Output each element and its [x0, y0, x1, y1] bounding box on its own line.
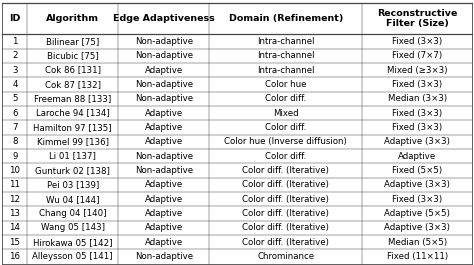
Text: Fixed (11×11): Fixed (11×11) [386, 252, 447, 261]
Text: Laroche 94 [134]: Laroche 94 [134] [36, 109, 109, 118]
Text: Chrominance: Chrominance [257, 252, 314, 261]
Text: Adaptive: Adaptive [145, 209, 183, 218]
Text: Color diff.: Color diff. [265, 152, 307, 161]
Text: Non-adaptive: Non-adaptive [135, 252, 193, 261]
Text: 9: 9 [12, 152, 18, 161]
Text: Pei 03 [139]: Pei 03 [139] [46, 180, 99, 189]
Text: Reconstructive
Filter (Size): Reconstructive Filter (Size) [377, 9, 457, 28]
Text: 16: 16 [9, 252, 20, 261]
Text: 13: 13 [9, 209, 20, 218]
Text: Fixed (3×3): Fixed (3×3) [392, 37, 442, 46]
Text: Hamilton 97 [135]: Hamilton 97 [135] [34, 123, 112, 132]
Text: Color diff.: Color diff. [265, 94, 307, 103]
Text: Kimmel 99 [136]: Kimmel 99 [136] [37, 137, 109, 146]
Text: Adaptive (3×3): Adaptive (3×3) [384, 180, 450, 189]
Text: Wu 04 [144]: Wu 04 [144] [46, 195, 100, 204]
Text: Bicubic [75]: Bicubic [75] [47, 51, 99, 60]
Text: 8: 8 [12, 137, 18, 146]
Text: 5: 5 [12, 94, 18, 103]
Text: Intra-channel: Intra-channel [257, 37, 315, 46]
Text: Adaptive (3×3): Adaptive (3×3) [384, 137, 450, 146]
Text: Color hue (Inverse diffusion): Color hue (Inverse diffusion) [225, 137, 347, 146]
Text: Intra-channel: Intra-channel [257, 51, 315, 60]
Text: Color diff. (Iterative): Color diff. (Iterative) [242, 166, 329, 175]
Text: Adaptive: Adaptive [398, 152, 436, 161]
Text: 12: 12 [9, 195, 20, 204]
Text: Alleysson 05 [141]: Alleysson 05 [141] [33, 252, 113, 261]
Text: Non-adaptive: Non-adaptive [135, 37, 193, 46]
Text: Adaptive: Adaptive [145, 223, 183, 232]
Text: 2: 2 [12, 51, 18, 60]
Text: Non-adaptive: Non-adaptive [135, 94, 193, 103]
Text: Mixed (≥3×3): Mixed (≥3×3) [387, 65, 447, 74]
Text: Cok 87 [132]: Cok 87 [132] [45, 80, 101, 89]
Text: Edge Adaptiveness: Edge Adaptiveness [113, 14, 215, 23]
Text: 6: 6 [12, 109, 18, 118]
Text: Bilinear [75]: Bilinear [75] [46, 37, 100, 46]
Text: Mixed: Mixed [273, 109, 299, 118]
Text: Fixed (5×5): Fixed (5×5) [392, 166, 442, 175]
Text: Median (3×3): Median (3×3) [388, 94, 447, 103]
Text: 4: 4 [12, 80, 18, 89]
Text: 14: 14 [9, 223, 20, 232]
Text: Cok 86 [131]: Cok 86 [131] [45, 65, 101, 74]
Text: Adaptive (5×5): Adaptive (5×5) [384, 209, 450, 218]
Text: Fixed (3×3): Fixed (3×3) [392, 195, 442, 204]
Text: Adaptive (3×3): Adaptive (3×3) [384, 223, 450, 232]
Text: Adaptive: Adaptive [145, 65, 183, 74]
Text: Color diff. (Iterative): Color diff. (Iterative) [242, 238, 329, 247]
Text: Color hue: Color hue [265, 80, 307, 89]
Text: Color diff. (Iterative): Color diff. (Iterative) [242, 180, 329, 189]
Text: Color diff. (Iterative): Color diff. (Iterative) [242, 209, 329, 218]
Text: Fixed (3×3): Fixed (3×3) [392, 123, 442, 132]
Text: Fixed (3×3): Fixed (3×3) [392, 109, 442, 118]
Text: Intra-channel: Intra-channel [257, 65, 315, 74]
Text: Adaptive: Adaptive [145, 137, 183, 146]
Text: Adaptive: Adaptive [145, 180, 183, 189]
Text: Median (5×5): Median (5×5) [388, 238, 447, 247]
Text: Fixed (7×7): Fixed (7×7) [392, 51, 442, 60]
Text: 11: 11 [9, 180, 20, 189]
Text: Li 01 [137]: Li 01 [137] [49, 152, 96, 161]
Text: 3: 3 [12, 65, 18, 74]
Text: Gunturk 02 [138]: Gunturk 02 [138] [36, 166, 110, 175]
Text: Non-adaptive: Non-adaptive [135, 51, 193, 60]
Text: 10: 10 [9, 166, 20, 175]
Text: Adaptive: Adaptive [145, 238, 183, 247]
Text: Non-adaptive: Non-adaptive [135, 152, 193, 161]
Text: Algorithm: Algorithm [46, 14, 99, 23]
Text: Non-adaptive: Non-adaptive [135, 80, 193, 89]
Text: Adaptive: Adaptive [145, 123, 183, 132]
Text: Non-adaptive: Non-adaptive [135, 166, 193, 175]
Text: Color diff.: Color diff. [265, 123, 307, 132]
Text: Adaptive: Adaptive [145, 109, 183, 118]
Text: Color diff. (Iterative): Color diff. (Iterative) [242, 223, 329, 232]
Text: Adaptive: Adaptive [145, 195, 183, 204]
Text: Domain (Refinement): Domain (Refinement) [228, 14, 343, 23]
Text: Hirokawa 05 [142]: Hirokawa 05 [142] [33, 238, 112, 247]
Text: Fixed (3×3): Fixed (3×3) [392, 80, 442, 89]
Text: ID: ID [9, 14, 20, 23]
Text: Color diff. (Iterative): Color diff. (Iterative) [242, 195, 329, 204]
Text: 7: 7 [12, 123, 18, 132]
Text: Wang 05 [143]: Wang 05 [143] [41, 223, 105, 232]
Text: 15: 15 [9, 238, 20, 247]
Text: 1: 1 [12, 37, 18, 46]
Text: Freeman 88 [133]: Freeman 88 [133] [34, 94, 111, 103]
Text: Chang 04 [140]: Chang 04 [140] [39, 209, 107, 218]
